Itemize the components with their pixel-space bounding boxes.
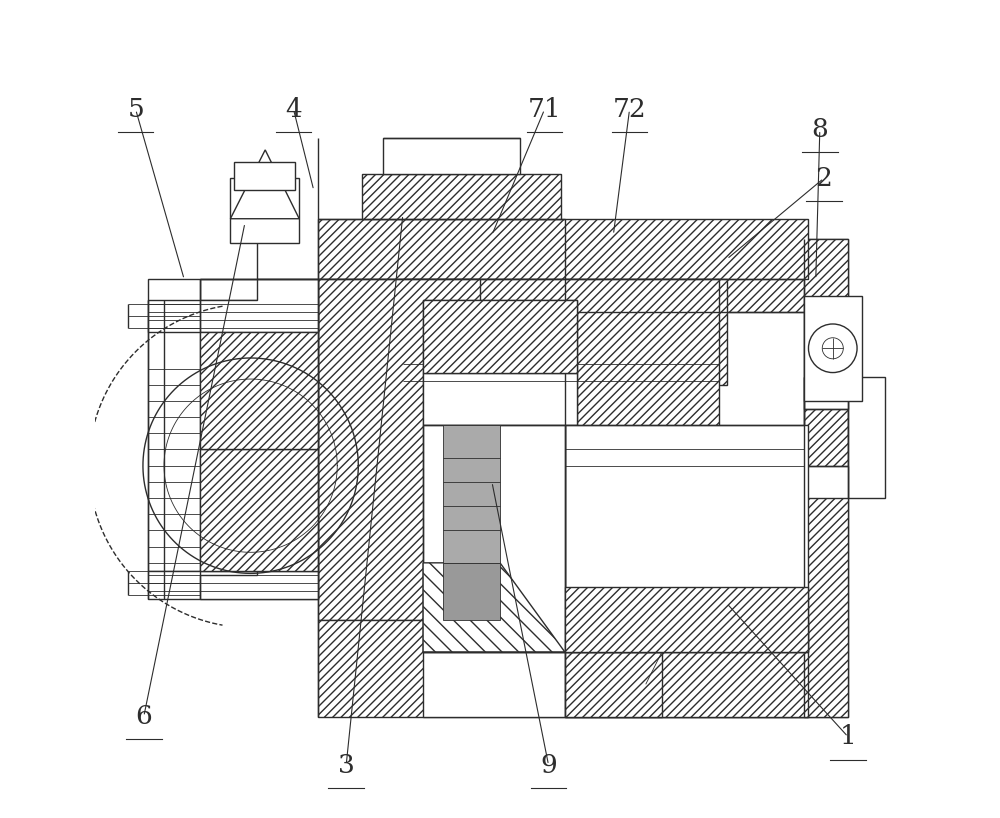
Polygon shape <box>230 178 299 243</box>
Text: 9: 9 <box>540 753 557 778</box>
Polygon shape <box>565 312 804 627</box>
Polygon shape <box>423 372 577 425</box>
Polygon shape <box>200 280 318 571</box>
Polygon shape <box>318 218 808 280</box>
Polygon shape <box>148 571 318 600</box>
Polygon shape <box>804 465 848 498</box>
Polygon shape <box>234 162 295 191</box>
Polygon shape <box>804 295 862 401</box>
Text: 72: 72 <box>613 97 646 122</box>
Polygon shape <box>403 280 719 449</box>
Polygon shape <box>318 280 480 619</box>
Text: 1: 1 <box>840 725 857 749</box>
Polygon shape <box>476 280 727 384</box>
Polygon shape <box>565 627 808 717</box>
Polygon shape <box>565 239 808 312</box>
Polygon shape <box>423 652 565 717</box>
Polygon shape <box>565 587 808 652</box>
Text: 2: 2 <box>815 166 832 191</box>
Polygon shape <box>230 150 299 218</box>
Text: 5: 5 <box>127 97 144 122</box>
Text: 3: 3 <box>338 753 355 778</box>
Polygon shape <box>423 299 577 372</box>
Polygon shape <box>565 652 662 717</box>
Polygon shape <box>423 563 565 652</box>
Polygon shape <box>200 571 318 600</box>
Polygon shape <box>565 425 808 652</box>
Polygon shape <box>318 619 808 717</box>
Polygon shape <box>423 425 565 652</box>
Polygon shape <box>362 174 561 218</box>
Polygon shape <box>148 280 200 571</box>
Polygon shape <box>443 425 500 563</box>
Text: 8: 8 <box>811 117 828 142</box>
Polygon shape <box>565 239 848 717</box>
Polygon shape <box>804 239 848 717</box>
Polygon shape <box>200 449 318 571</box>
Polygon shape <box>848 376 885 498</box>
Text: 4: 4 <box>285 97 302 122</box>
Polygon shape <box>148 299 318 332</box>
Polygon shape <box>318 280 476 474</box>
Polygon shape <box>804 376 848 409</box>
Polygon shape <box>200 332 318 449</box>
Polygon shape <box>383 137 520 174</box>
Polygon shape <box>200 280 318 332</box>
Text: 71: 71 <box>528 97 561 122</box>
Polygon shape <box>423 299 577 425</box>
Text: 6: 6 <box>135 704 152 729</box>
Polygon shape <box>443 563 500 619</box>
